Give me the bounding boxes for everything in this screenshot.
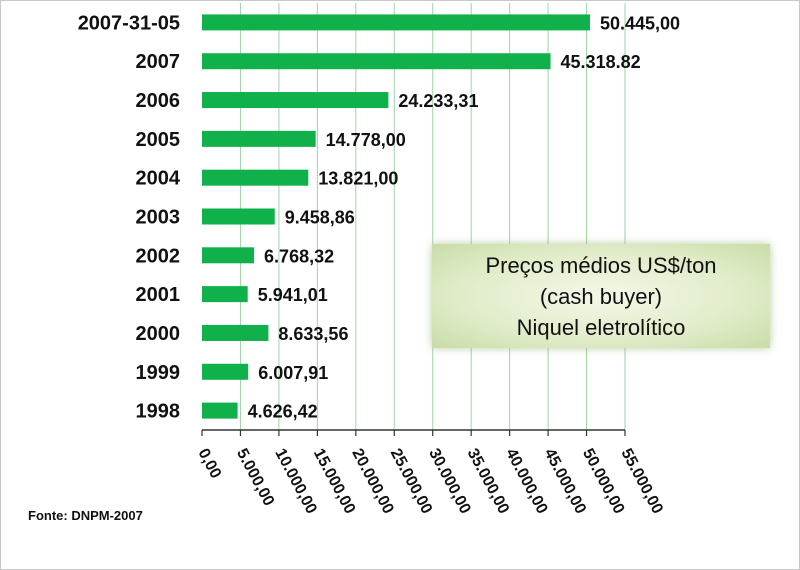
value-label-2001: 5.941,01 [258,285,328,305]
value-label-2003: 9.458,86 [285,208,355,228]
category-label-2000: 2000 [136,323,181,345]
annotation-line-2: (cash buyer) [539,283,663,309]
bar-1999 [202,363,249,380]
category-label-1998: 1998 [136,401,181,423]
tick-label-1: 5.000,00 [233,446,277,509]
category-labels: 2007-31-05 2007 2006 2005 2004 2003 2002 2001 20… [78,12,181,422]
category-label-2006: 2006 [136,90,181,112]
source-note: Fonte: DNPM-2007 [28,508,143,523]
category-label-2002: 2002 [136,245,181,267]
bar-1998 [202,402,238,419]
bar-2007 [202,53,551,70]
value-label-2000: 8.633,56 [278,324,348,344]
value-label-1999: 6.007,91 [258,363,328,383]
category-label-2007: 2007 [136,51,181,73]
annotation-box: Preços médios US$/ton (cash buyer) Nique… [432,244,770,348]
bars [202,14,590,419]
category-label-2001: 2001 [136,284,181,306]
category-label-1999: 1999 [136,362,181,384]
bar-2001 [202,286,248,303]
tick-label-0: 0,00 [194,446,224,482]
bar-2004 [202,169,309,186]
value-labels: 50.445,00 45.318.82 24.233,31 14.778,00 13.8… [248,13,680,421]
annotation-line-3: Niquel eletrolítico [516,314,686,340]
bar-2002 [202,247,255,264]
gridlines [239,3,626,430]
value-label-1998: 4.626,42 [248,402,318,422]
value-label-2004: 13.821,00 [318,169,398,189]
value-label-2005: 14.778,00 [326,130,406,150]
bar-2000 [202,324,269,341]
x-tick-labels: 0,00 5.000,0010.000,0015.000,0020.000,002… [194,430,666,517]
category-label-2004: 2004 [136,168,181,190]
bar-2007-31-05 [202,14,590,31]
value-label-2007: 45.318.82 [561,52,641,72]
category-label-2007-31-05: 2007-31-05 [78,12,180,34]
value-label-2002: 6.768,32 [264,246,334,266]
category-label-2005: 2005 [136,129,181,151]
annotation-line-1: Preços médios US$/ton [485,252,717,278]
bar-2006 [202,92,389,109]
category-label-2003: 2003 [136,207,181,229]
bar-2003 [202,208,275,225]
value-label-2007-31-05: 50.445,00 [600,13,680,33]
bar-2005 [202,130,316,147]
value-label-2006: 24.233,31 [398,91,478,111]
